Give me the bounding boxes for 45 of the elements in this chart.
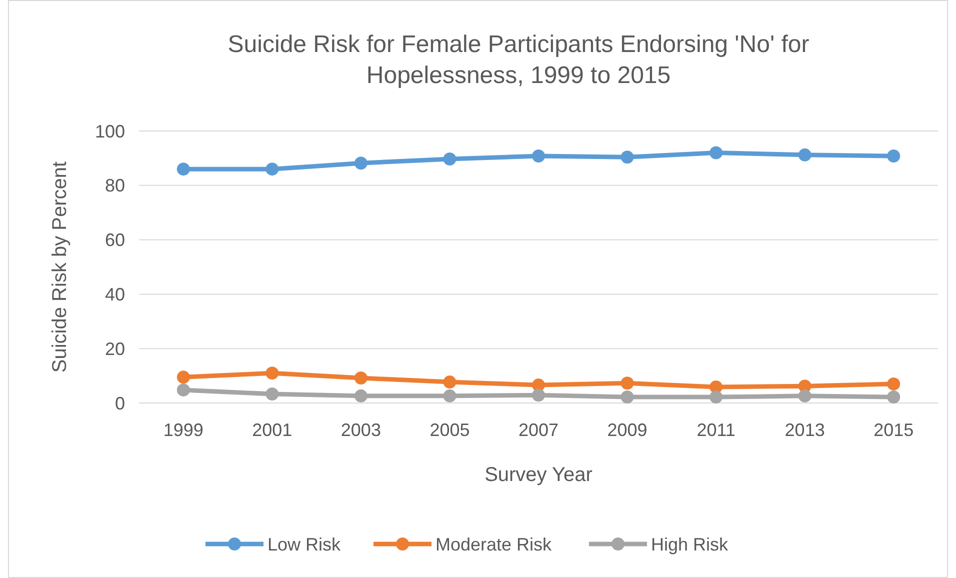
point (266, 162, 279, 176)
x-tick-label: 1999 (163, 420, 204, 440)
point (354, 389, 368, 402)
point (443, 389, 456, 402)
x-tick-label: 2009 (607, 420, 648, 440)
point (176, 383, 190, 396)
x-tick-label: 2015 (874, 420, 914, 440)
legend-label: High Risk (651, 534, 730, 554)
point (443, 152, 456, 166)
point (620, 390, 634, 404)
point (443, 376, 456, 389)
x-axis-title: Survey Year (484, 464, 593, 486)
y-tick-label: 60 (104, 230, 125, 250)
point (354, 371, 368, 384)
x-tick-label: 2001 (252, 420, 292, 440)
x-tick-label: 2005 (430, 420, 470, 440)
point (620, 150, 634, 164)
point (887, 150, 900, 163)
x-tick-label: 2013 (784, 420, 825, 440)
legend-label: Moderate Risk (436, 534, 553, 554)
y-axis-title: Suicide Risk by Percent (49, 160, 71, 373)
chart-title: Suicide Risk for Female Participants Endorsing 'No' for Hopelessness, 1999 to 2015 (228, 31, 810, 89)
y-tick-label: 20 (104, 338, 125, 359)
point (266, 388, 279, 401)
point (798, 389, 812, 402)
point (710, 146, 723, 160)
point (532, 388, 545, 402)
point (887, 390, 900, 404)
point (710, 390, 723, 404)
point (798, 148, 812, 162)
point (176, 370, 190, 384)
point (354, 156, 368, 170)
point (887, 377, 900, 390)
x-tick-label: 2007 (518, 420, 559, 440)
point (266, 366, 279, 380)
y-tick-label: 100 (94, 121, 125, 142)
point (176, 162, 190, 176)
y-tick-label: 0 (114, 393, 125, 414)
point (532, 150, 545, 163)
legend-label: Low Risk (268, 534, 342, 554)
y-tick-label: 40 (104, 284, 125, 304)
point (620, 376, 634, 390)
x-tick-label: 2011 (696, 420, 736, 440)
x-tick-label: 2003 (340, 420, 381, 440)
y-tick-label: 80 (104, 176, 125, 196)
